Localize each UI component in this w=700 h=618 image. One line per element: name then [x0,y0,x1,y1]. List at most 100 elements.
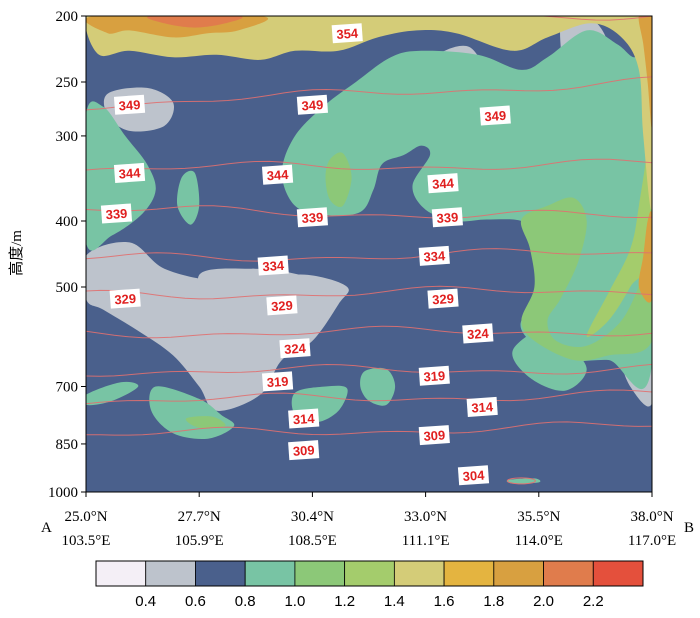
plot-area: 354 349 349 349 344 344 344 339 339 339 334 334 329 3… [85,15,653,493]
isoline-label: 339 [296,207,328,228]
colorbar-swatch [344,560,395,587]
x-axis: 25.0°N 103.5°E 27.7°N 105.9°E 30.4°N 108.5°E 3… [62,492,676,549]
x-tick-lat-label: 35.5°N [517,509,560,525]
isoline-label: 309 [288,440,320,461]
isoline-label: 319 [261,371,294,392]
svg-text:339: 339 [436,210,459,226]
fill-region-1_0 [325,152,352,208]
svg-text:329: 329 [271,298,294,314]
svg-text:339: 339 [301,210,324,226]
colorbar: 0.4 0.6 0.8 1.0 1.2 1.4 1.6 1.8 2.0 2.2 [95,560,644,610]
colorbar-tick-label: 2.2 [583,593,604,610]
filled-contours [86,16,652,492]
y-tick-label: 1000 [48,485,78,501]
colorbar-tick-label: 1.8 [483,593,504,610]
isoline-334 [86,248,652,262]
svg-text:309: 309 [292,442,315,458]
isoline-label: 339 [100,203,133,224]
svg-text:329: 329 [114,291,137,307]
colorbar-tick-label: 1.0 [284,593,305,610]
colorbar-swatch [95,560,147,587]
colorbar-tick-label: 0.4 [135,593,156,610]
svg-text:309: 309 [423,427,446,443]
isoline-label: 329 [109,288,141,309]
isoline-304 [506,477,536,485]
isoline-354 [464,16,652,21]
colorbar-tick-label: 2.0 [533,593,554,610]
isoline-label: 314 [466,396,498,417]
x-tick-lon-label: 103.5°E [62,533,111,549]
x-tick-lat-label: 33.0°N [404,509,447,525]
isoline-349 [86,76,652,111]
colorbar-tick-label: 1.6 [434,593,455,610]
plot-frame [85,15,653,493]
fill-region-1_8 [638,16,652,128]
y-axis-label: 高度/m [8,230,25,276]
isoline-label: 354 [331,23,363,44]
y-axis: 200 250 300 400 500 700 850 1000 [48,9,86,501]
svg-text:344: 344 [266,167,289,184]
svg-text:304: 304 [462,467,485,484]
colorbar-swatch [543,560,594,587]
isoline-label: 329 [427,288,459,309]
colorbar-tick-label: 1.2 [334,593,355,610]
y-tick-label: 850 [56,437,79,453]
fill-region-0_8 [86,16,652,390]
y-tick-label: 700 [56,380,79,396]
svg-text:344: 344 [432,175,455,192]
x-tick-lat-label: 30.4°N [291,509,334,525]
fill-region-1_0 [520,197,652,361]
svg-text:324: 324 [284,340,307,357]
fill-region-1_2 [586,30,652,337]
isoline-344 [86,158,652,171]
colorbar-swatch [393,560,445,587]
isoline-labels: 354 349 349 349 344 344 344 339 339 339 334 334 329 3… [100,23,511,486]
isoline-label: 304 [457,465,490,486]
svg-text:344: 344 [118,165,141,182]
colorbar-frame [95,560,644,587]
isoline-label: 344 [427,173,459,194]
y-tick-label: 200 [56,9,79,25]
svg-text:349: 349 [484,108,507,124]
isoline-309 [86,421,652,436]
isoline-label: 339 [431,207,463,228]
y-tick-label: 300 [56,129,79,145]
fill-region-0_8 [512,325,587,391]
x-tick-lon-label: 108.5°E [288,533,337,549]
colorbar-swatch [145,560,196,587]
x-tick-lat-label: 25.0°N [64,509,107,525]
svg-text:334: 334 [262,258,285,275]
isoline-label: 349 [479,105,511,126]
svg-text:349: 349 [301,97,324,113]
svg-text:339: 339 [105,206,128,222]
isoline-label: 314 [288,408,320,429]
x-tick-lon-label: 117.0°E [628,533,676,549]
isoline-label: 334 [418,245,450,266]
colorbar-swatch [592,560,644,587]
isoline-324 [86,325,652,339]
colorbar-swatch [443,560,495,587]
fill-region-1_8 [638,211,652,303]
fill-region-0_8 [86,381,139,406]
isoline-319 [86,363,652,377]
colorbar-swatch [195,560,246,587]
y-tick-label: 250 [56,75,79,91]
isoline-label: 309 [418,425,450,446]
fill-region-1_0 [185,416,226,429]
endpoint-b-label: B [684,520,694,536]
fill-region-0_4 [197,268,327,342]
isoline-314 [86,389,652,405]
svg-text:334: 334 [423,248,446,265]
y-tick-label: 500 [56,280,79,296]
svg-text:329: 329 [432,291,455,307]
isoline-label: 344 [261,164,294,185]
colorbar-swatch [294,560,346,587]
svg-text:354: 354 [336,25,359,42]
svg-text:324: 324 [467,326,490,343]
colorbar-tick-label: 0.6 [185,593,206,610]
isoline-label: 344 [113,162,146,183]
y-tick-label: 400 [56,214,79,230]
isoline-label: 319 [418,365,450,386]
isoline-329 [86,285,652,300]
